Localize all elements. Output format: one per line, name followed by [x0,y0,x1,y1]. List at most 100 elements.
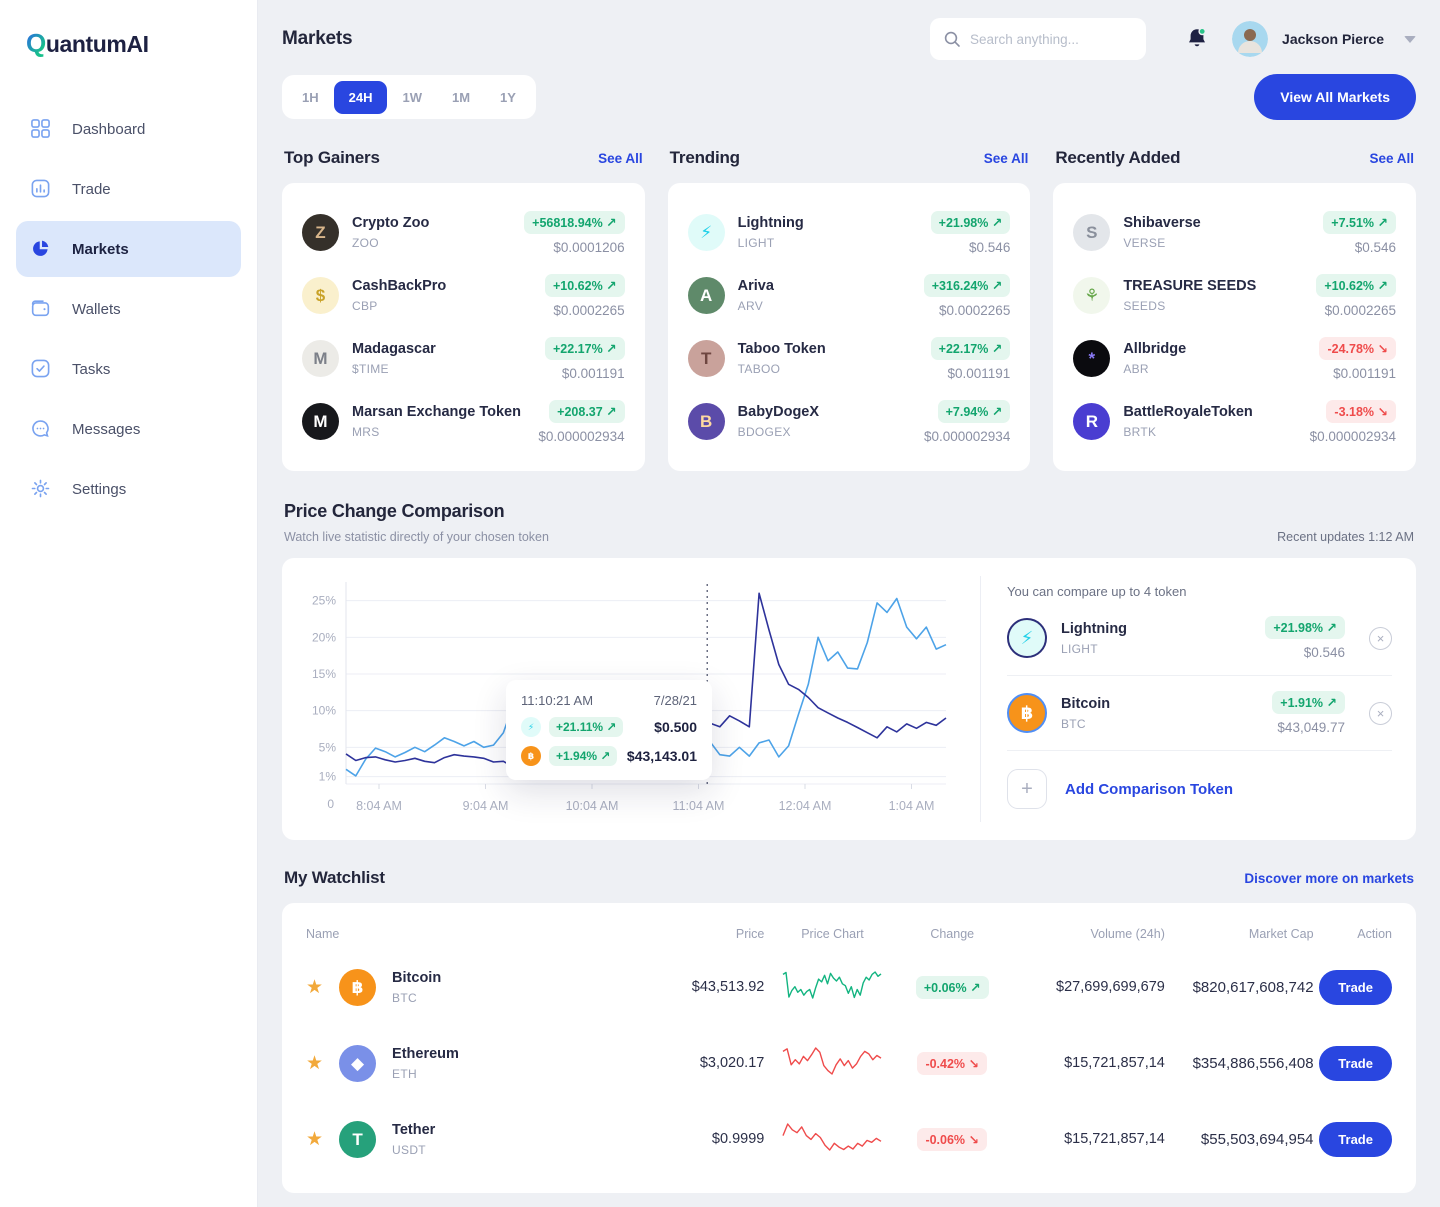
token-name: Taboo Token [737,341,826,357]
token-stats: +21.98% ↗ $0.546 [930,210,1011,255]
token-name: Ariva [737,278,774,294]
volume-cell: $15,721,857,14 [1064,1131,1165,1147]
change-cell: +0.06% ↗ [901,975,1004,999]
plus-icon[interactable]: + [1007,769,1047,809]
sidebar: QuantumAI Dashboard Trade Markets Wallets Ta… [0,0,258,1207]
comparison-header: Price Change Comparison Watch live stati… [282,501,1416,544]
token-row[interactable]: M Marsan Exchange Token MRS +208.37 ↗ $0.000… [302,390,625,453]
token-stats: +10.62% ↗ $0.0002265 [545,273,625,318]
section-recently-added: Recently Added See All S Shibaverse VERSE +7.… [1053,148,1416,471]
user-menu[interactable]: Jackson Pierce [1232,21,1416,57]
token-row[interactable]: $ CashBackPro CBP +10.62% ↗ $0.0002265 [302,264,625,327]
svg-text:10%: 10% [312,704,336,718]
token-row[interactable]: T Taboo Token TABOO +22.17% ↗ $0.001191 [687,327,1011,390]
token-stats: +56818.94% ↗ $0.0001206 [524,210,625,255]
token-name: Tether [392,1121,436,1138]
change-cell: -0.06% ↘ [901,1127,1004,1151]
sidebar-item-wallets[interactable]: Wallets [16,281,241,337]
see-all-link[interactable]: See All [983,150,1029,166]
sidebar-item-markets[interactable]: Markets [16,221,241,277]
timeframe-tab-1h[interactable]: 1H [302,89,319,105]
token-info: Allbridge ABR [1123,341,1186,376]
favorite-star-icon[interactable]: ★ [306,1052,324,1074]
change-badge: +10.62% ↗ [545,273,625,297]
timeframe-tabs: 1H 24H 1W 1M 1Y [282,75,536,119]
token-icon: ฿ [1007,693,1047,733]
token-price: $0.000002934 [1309,428,1396,444]
see-all-link[interactable]: See All [1369,150,1414,166]
trade-button[interactable]: Trade [1319,1045,1392,1081]
token-row[interactable]: ⚡ Lightning LIGHT +21.98% ↗ $0.546 [687,201,1011,264]
notification-bell-icon[interactable] [1184,26,1210,52]
token-row[interactable]: * Allbridge ABR -24.78% ↘ $0.001191 [1073,327,1396,390]
token-icon: * [1073,340,1111,377]
token-stats: -3.18% ↘ $0.000002934 [1309,399,1396,444]
sidebar-item-dashboard[interactable]: Dashboard [16,101,241,157]
token-symbol: BDOGEX [737,425,791,439]
avatar [1232,21,1269,57]
section-title: Trending [669,148,740,167]
page-title: Markets [282,28,353,49]
watchlist-card: Name Price Price Chart Change Volume (24h) Ma… [282,903,1416,1193]
action-cell: Trade [1314,969,1392,1005]
market-cap-cell: $55,503,694,954 [1200,1130,1314,1148]
discover-more-link[interactable]: Discover more on markets [1244,870,1414,886]
token-row[interactable]: S Shibaverse VERSE +7.51% ↗ $0.546 [1073,201,1396,264]
token-row[interactable]: M Madagascar $TIME +22.17% ↗ $0.001191 [302,327,625,390]
svg-text:8:04 AM: 8:04 AM [356,799,402,813]
token-row[interactable]: A Ariva ARV +316.24% ↗ $0.0002265 [687,264,1011,327]
timeframe-tab-24h[interactable]: 24H [333,80,388,114]
tooltip-row: ⚡ +21.11% ↗ $0.500 [521,717,697,737]
tooltip-time: 11:10:21 AM [521,693,594,708]
recent-updates-label: Recent updates 1:12 AM [1277,530,1414,544]
ethereum-7d-sparkline [783,1046,882,1075]
token-row[interactable]: B BabyDogeX BDOGEX +7.94% ↗ $0.000002934 [687,390,1011,453]
tooltip-value: $43,143.01 [626,748,697,764]
token-info: Bitcoin BTC [1061,696,1110,731]
token-symbol: ARV [737,299,764,313]
token-list-card: S Shibaverse VERSE +7.51% ↗ $0.546 ⚘ TREASURE … [1053,183,1416,471]
token-price: $0.0001206 [553,239,625,255]
timeframe-tab-1m[interactable]: 1M [451,89,471,105]
remove-token-button[interactable]: × [1369,626,1392,650]
search-input[interactable] [970,31,1148,47]
change-badge: -0.42% ↘ [917,1051,987,1075]
token-symbol: ETH [392,1066,417,1081]
add-comparison-token-link[interactable]: Add Comparison Token [1065,780,1234,798]
comparison-token-row: ฿ Bitcoin BTC +1.91% ↗ $43,049.77 × [1007,676,1392,751]
token-icon: A [687,277,725,314]
token-row[interactable]: R BattleRoyaleToken BRTK -3.18% ↘ $0.0000029… [1073,390,1396,453]
timeframe-tab-1y[interactable]: 1Y [500,89,516,105]
section-header: Trending See All [668,148,1031,168]
token-name: Ethereum [392,1045,459,1062]
token-icon: M [302,403,339,440]
sidebar-item-label: Trade [72,180,111,198]
action-cell: Trade [1314,1045,1392,1081]
token-name: Bitcoin [392,969,442,986]
comparison-token-row: ⚡ Lightning LIGHT +21.98% ↗ $0.546 × [1007,601,1392,676]
sidebar-item-trade[interactable]: Trade [16,161,241,217]
user-name: Jackson Pierce [1282,31,1384,47]
markets-icon [30,238,52,260]
timeframe-tab-1w[interactable]: 1W [402,89,422,105]
token-row[interactable]: ⚘ TREASURE SEEDS SEEDS +10.62% ↗ $0.0002265 [1073,264,1396,327]
comparison-card: 25% 20% 15% 10% 5% 1% 0 8:04 AM 9:04 AM 10:04 AM 1… [282,558,1416,840]
top-header: Markets Jackson Pierce [282,16,1416,62]
token-row[interactable]: Z Crypto Zoo ZOO +56818.94% ↗ $0.0001206 [302,201,625,264]
column-header-price-chart: Price Chart [801,927,864,941]
token-price: $0.546 [1354,239,1396,255]
view-all-markets-button[interactable]: View All Markets [1254,74,1416,120]
search-box[interactable] [930,18,1148,60]
trade-button[interactable]: Trade [1319,969,1392,1005]
sidebar-item-messages[interactable]: Messages [16,401,241,457]
token-price: $0.000002934 [923,428,1011,444]
favorite-star-icon[interactable]: ★ [306,976,324,998]
watchlist-column-headers: Name Price Price Chart Change Volume (24h) Ma… [306,911,1392,949]
sidebar-item-tasks[interactable]: Tasks [16,341,241,397]
sidebar-item-settings[interactable]: Settings [16,461,241,517]
favorite-star-icon[interactable]: ★ [306,1128,324,1150]
token-stats: +1.91% ↗ $43,049.77 [1272,691,1345,735]
remove-token-button[interactable]: × [1369,701,1392,725]
see-all-link[interactable]: See All [598,150,643,166]
trade-button[interactable]: Trade [1319,1121,1392,1157]
